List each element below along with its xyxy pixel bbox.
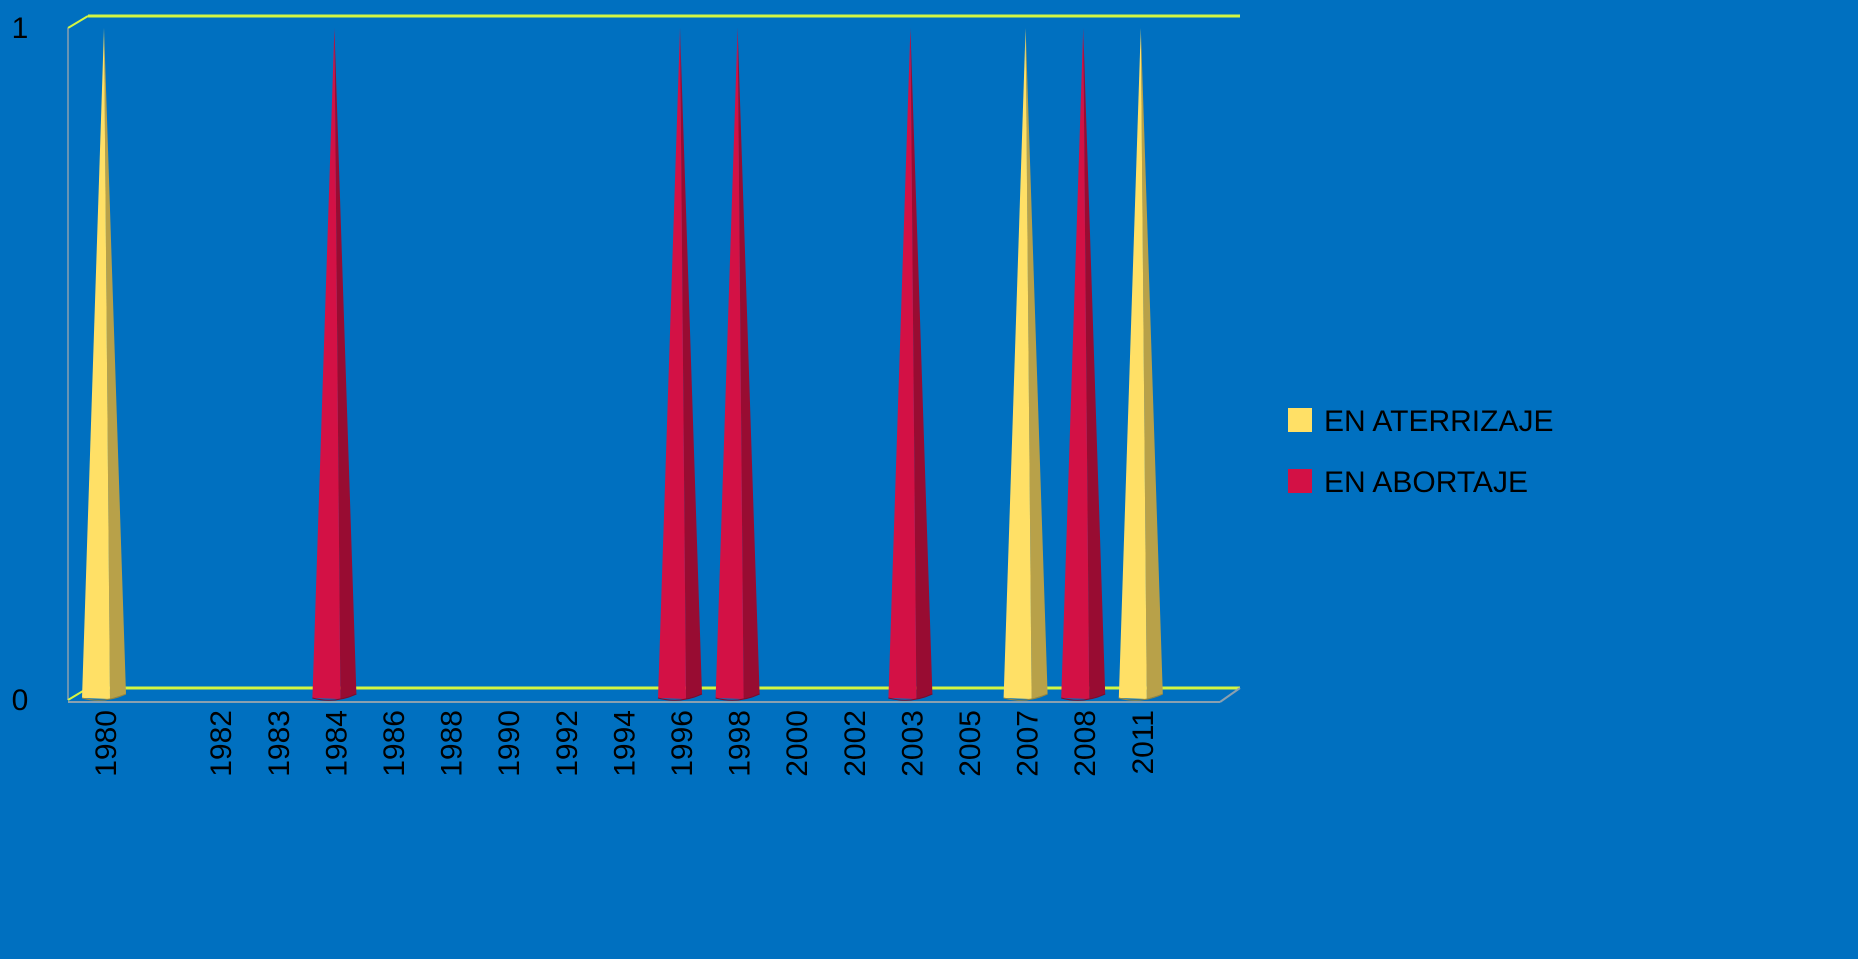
cone-base xyxy=(312,693,357,701)
cone-base xyxy=(715,693,760,701)
cone-1984-en-abortaje xyxy=(312,28,341,699)
x-tick-label: 2005 xyxy=(954,710,987,777)
cone-1984-shade xyxy=(334,28,357,699)
cone-2011-shade xyxy=(1140,28,1163,699)
x-tick-label: 1994 xyxy=(608,710,641,777)
cone-base xyxy=(1118,693,1164,701)
cone-base xyxy=(888,693,933,701)
x-tick-label: 2000 xyxy=(781,710,814,777)
cone-2003-en-abortaje xyxy=(888,28,917,699)
x-tick-label: 1986 xyxy=(378,710,411,777)
cone-base xyxy=(657,693,703,701)
cone-1996-shade xyxy=(680,28,702,699)
y-tick-label: 1 xyxy=(12,12,29,45)
cone-base xyxy=(1061,693,1106,701)
cone-1980-en-aterrizaje xyxy=(82,28,110,699)
x-tick-label: 1988 xyxy=(436,710,469,777)
cone-2008-shade xyxy=(1083,28,1106,699)
x-tick-label: 2003 xyxy=(896,710,929,777)
cone-2003-shade xyxy=(910,28,933,699)
legend-label: EN ATERRIZAJE xyxy=(1324,405,1553,438)
x-tick-label: 2002 xyxy=(839,710,872,777)
cone-1998-en-abortaje xyxy=(715,28,744,699)
gridline-top-depth xyxy=(67,15,89,29)
x-tick-label: 1996 xyxy=(666,710,699,777)
cone-1996-en-abortaje xyxy=(658,28,686,699)
x-tick-label: 2011 xyxy=(1127,710,1160,775)
cone-2008-en-abortaje xyxy=(1061,28,1090,699)
y-tick-label: 0 xyxy=(12,684,29,717)
legend-swatch-en-abortaje xyxy=(1288,469,1312,493)
x-tick-label: 1980 xyxy=(90,710,123,777)
legend-swatch-en-aterrizaje xyxy=(1288,408,1312,432)
x-tick-label: 1984 xyxy=(320,710,353,777)
cone-base xyxy=(81,693,127,701)
floor-right-depth xyxy=(1219,687,1241,703)
x-tick-label: 1982 xyxy=(205,710,238,777)
x-tick-label: 2007 xyxy=(1012,710,1045,777)
cone-2007-en-aterrizaje xyxy=(1003,28,1032,699)
x-tick-label: 2008 xyxy=(1069,710,1102,777)
cone-base xyxy=(1003,693,1048,701)
cone-1980-shade xyxy=(104,28,126,699)
cone-1998-shade xyxy=(737,28,760,699)
cone-2011-en-aterrizaje xyxy=(1118,28,1147,699)
cone-2007-shade xyxy=(1025,28,1048,699)
legend-label: EN ABORTAJE xyxy=(1324,466,1528,499)
x-tick-label: 1983 xyxy=(263,710,296,777)
x-tick-label: 1998 xyxy=(724,710,757,777)
x-tick-label: 1990 xyxy=(493,710,526,777)
x-tick-label: 1992 xyxy=(551,710,584,777)
